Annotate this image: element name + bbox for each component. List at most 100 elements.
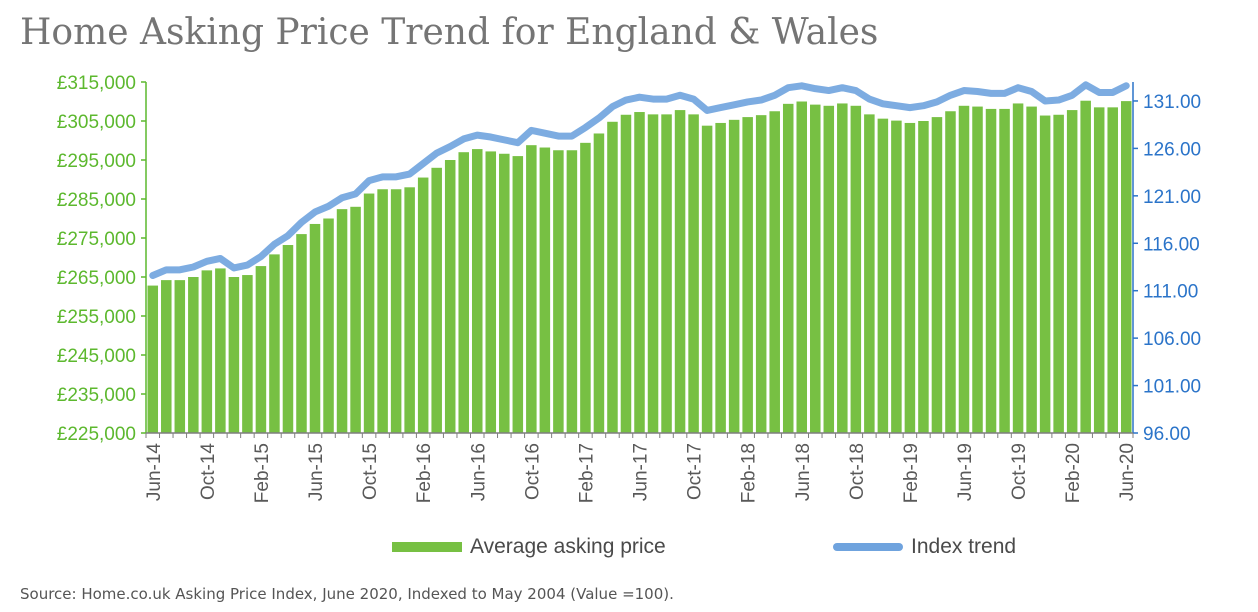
- bar-jul-16: [485, 151, 497, 434]
- bar-apr-20: [1093, 107, 1105, 433]
- right-tick-label: 96.00: [1143, 424, 1191, 445]
- right-tick-label: 121.00: [1143, 187, 1201, 208]
- legend-label-line: Index trend: [911, 535, 1017, 558]
- bar-aug-19: [985, 108, 997, 433]
- legend-item-line: Index trend: [833, 535, 1016, 559]
- bar-nov-18: [864, 114, 875, 434]
- x-tick-label: Oct-18: [847, 443, 868, 500]
- bar-sep-17: [674, 110, 686, 433]
- bar-nov-19: [1026, 106, 1037, 433]
- left-tick-label: £295,000: [57, 151, 136, 172]
- bar-jun-18: [796, 101, 808, 433]
- bar-nov-14: [215, 268, 226, 433]
- bar-jun-17: [634, 112, 645, 433]
- bar-sep-19: [999, 108, 1010, 433]
- bar-apr-18: [769, 111, 780, 433]
- x-tick-label: Jun-17: [631, 443, 652, 501]
- legend-label-bars: Average asking price: [470, 535, 666, 558]
- left-tick-label: £245,000: [57, 346, 136, 367]
- right-tick-label: 131.00: [1143, 92, 1201, 113]
- x-tick-label: Feb-17: [576, 443, 597, 503]
- x-tick-label: Oct-14: [198, 443, 219, 500]
- axes: [145, 82, 1134, 434]
- bar-apr-15: [282, 245, 294, 433]
- left-tick-label: £275,000: [57, 229, 136, 250]
- bar-aug-16: [499, 153, 510, 433]
- x-tick-label: Oct-19: [1009, 443, 1030, 500]
- bar-mar-19: [918, 121, 929, 433]
- bar-jun-16: [471, 149, 483, 433]
- bar-oct-14: [201, 270, 213, 433]
- bar-mar-16: [431, 167, 442, 434]
- x-tick-label: Oct-15: [360, 443, 381, 500]
- bar-may-18: [782, 103, 794, 433]
- right-axis-labels: 96.00 101.00 106.00 111.00 116.00 121.00 126.0…: [1133, 92, 1201, 445]
- bar-may-19: [945, 111, 956, 433]
- bar-sep-14: [188, 277, 199, 433]
- bar-dec-15: [390, 189, 402, 433]
- bar-apr-16: [444, 160, 456, 433]
- x-tick-label: Jun-18: [793, 443, 814, 501]
- bar-aug-15: [336, 209, 348, 433]
- bar-dec-19: [1039, 115, 1051, 433]
- bar-aug-17: [661, 114, 672, 434]
- right-tick-label: 101.00: [1143, 377, 1201, 398]
- bar-oct-18: [850, 105, 862, 433]
- right-tick-label: 116.00: [1143, 234, 1200, 255]
- legend-swatch-bars: [392, 542, 462, 552]
- bar-feb-16: [417, 177, 429, 433]
- bar-nov-17: [701, 125, 713, 434]
- x-tick-label: Feb-20: [1063, 443, 1084, 503]
- bar-aug-18: [823, 105, 835, 433]
- left-tick-label: £235,000: [57, 385, 136, 406]
- chart-title: Home Asking Price Trend for England & Wa…: [20, 12, 879, 53]
- bar-feb-20: [1066, 110, 1078, 433]
- bar-feb-19: [904, 122, 916, 433]
- left-tick-label: £265,000: [57, 268, 136, 289]
- bar-dec-16: [553, 150, 564, 433]
- bar-aug-14: [174, 280, 186, 433]
- bar-oct-16: [526, 145, 537, 433]
- x-tick-label: Jun-14: [144, 443, 165, 502]
- legend-swatch-line: [833, 543, 903, 551]
- x-tick-label: Jun-15: [306, 443, 327, 501]
- legend-item-bars: Average asking price: [392, 535, 666, 559]
- left-axis-labels: £225,000 £235,000 £245,000 £255,000 £265,000…: [57, 73, 146, 445]
- bar-jul-15: [323, 218, 334, 433]
- index-line-series: [149, 81, 1130, 280]
- left-tick-label: £225,000: [57, 424, 136, 445]
- bar-jun-15: [309, 223, 321, 433]
- right-tick-label: 106.00: [1143, 329, 1201, 350]
- bar-dec-14: [228, 277, 240, 433]
- bar-nov-15: [377, 189, 388, 433]
- bar-jan-18: [728, 119, 740, 433]
- left-tick-label: £315,000: [57, 73, 136, 94]
- bar-jan-20: [1053, 114, 1064, 433]
- bar-jul-18: [810, 104, 821, 434]
- bar-jan-15: [242, 275, 253, 433]
- bar-may-15: [296, 234, 307, 433]
- x-tick-label: Jun-16: [468, 443, 489, 501]
- source-note: Source: Home.co.uk Asking Price Index, J…: [20, 585, 674, 603]
- bar-oct-19: [1012, 103, 1024, 433]
- bar-oct-17: [688, 114, 699, 434]
- bar-apr-19: [931, 117, 943, 433]
- x-tick-label: Jun-19: [955, 443, 976, 501]
- bar-jan-19: [891, 120, 902, 434]
- right-tick-label: 111.00: [1143, 282, 1198, 303]
- bar-apr-17: [607, 121, 618, 433]
- bar-dec-17: [715, 122, 726, 433]
- x-tick-label: Oct-16: [522, 443, 543, 500]
- right-tick-label: 126.00: [1143, 139, 1201, 160]
- bar-may-17: [620, 114, 632, 433]
- bar-oct-15: [363, 193, 375, 433]
- left-tick-label: £255,000: [57, 307, 136, 328]
- x-tick-label: Feb-16: [414, 443, 435, 503]
- x-tick-label: Feb-18: [739, 443, 760, 503]
- bar-jan-16: [404, 187, 415, 433]
- bar-jun-19: [958, 105, 970, 433]
- bar-jan-17: [566, 150, 578, 433]
- bar-may-20: [1107, 107, 1118, 433]
- x-tick-label: Jun-20: [1117, 443, 1138, 501]
